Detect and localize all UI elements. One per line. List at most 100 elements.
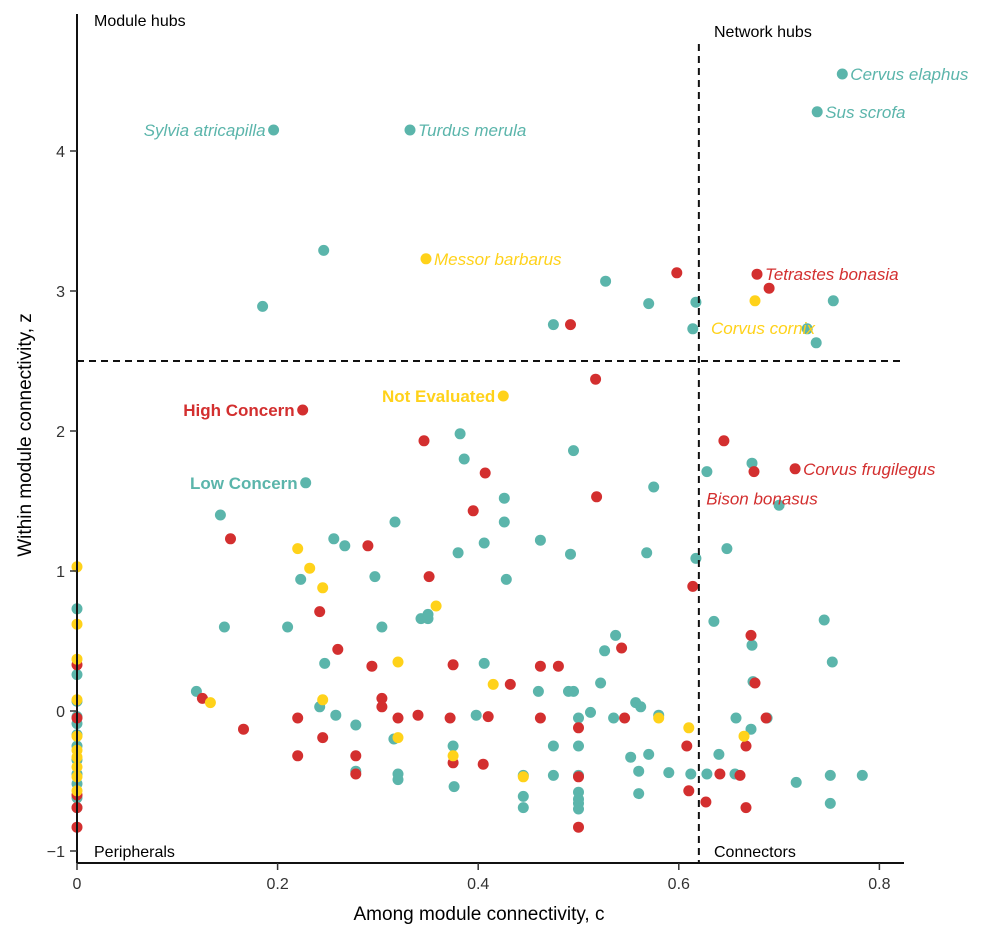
point-low-34 (282, 621, 294, 633)
point-high-32 (412, 709, 424, 721)
point-low-72 (713, 748, 725, 760)
point-high-28 (350, 750, 362, 762)
point-low-15 (452, 547, 464, 559)
point-low-59 (585, 706, 596, 718)
point-ne-2 (317, 582, 329, 594)
y-tick-label-3: 2 (56, 424, 65, 441)
point-low-89 (547, 769, 559, 781)
x-tick-label-0: 0 (73, 876, 82, 893)
point-high-47 (734, 769, 746, 781)
point-high-17 (504, 678, 516, 690)
chart-marks (71, 68, 868, 833)
point-high-1 (671, 267, 683, 279)
point-high-18 (534, 660, 546, 672)
point-high-13 (314, 606, 326, 618)
point-high-2 (763, 282, 775, 294)
point-high-26 (292, 750, 304, 762)
labeled-point-2 (836, 68, 848, 80)
point-low-49 (330, 709, 342, 721)
point-ne-5 (487, 678, 499, 690)
x-tick-label-3: 0.6 (668, 876, 690, 893)
point-high-21 (745, 629, 757, 641)
point-low-85 (448, 781, 460, 793)
point-high-30 (376, 701, 388, 713)
point-low-21 (641, 547, 653, 559)
point-low-78 (790, 776, 802, 788)
species-label-6: Corvus cornix (711, 319, 815, 338)
point-high-36 (573, 722, 584, 734)
point-low-66 (625, 751, 637, 763)
point-low-29 (328, 533, 340, 545)
labeled-point-6 (749, 295, 761, 307)
y-axis-title: Within module connectivity, z (15, 313, 36, 557)
point-low-65 (573, 740, 584, 752)
point-low-52 (447, 740, 459, 752)
y-tick-label-5: 4 (56, 144, 65, 161)
point-low-42 (319, 657, 331, 669)
point-high-11 (362, 540, 374, 552)
point-low-25 (773, 499, 785, 511)
y-tick-label-2: 1 (56, 564, 65, 581)
axes: 0 0.2 0.4 0.6 0.8 −1 0 1 2 3 4 (47, 14, 904, 893)
point-low-33 (218, 621, 230, 633)
point-high-45 (700, 796, 712, 808)
quadrant-label-connectors: Connectors (714, 844, 796, 861)
point-high-40 (740, 740, 752, 752)
point-high-14 (332, 643, 344, 655)
point-low-88 (517, 802, 529, 814)
point-low-41 (478, 657, 490, 669)
point-ne-4 (392, 656, 404, 668)
point-ne-0 (292, 543, 304, 555)
quadrant-label-peripherals: Peripherals (94, 844, 175, 861)
species-label-1: Turdus merula (418, 121, 526, 140)
legend-dot-ne (497, 390, 509, 402)
point-low-69 (663, 767, 675, 779)
species-label-0: Sylvia atricapilla (144, 121, 266, 140)
labeled-point-4 (420, 253, 432, 265)
point-low-56 (568, 685, 579, 697)
point-ne-10 (653, 712, 665, 724)
point-low-3 (600, 275, 612, 287)
point-low-87 (517, 790, 529, 802)
point-low-81 (856, 769, 868, 781)
point-low-64 (547, 740, 559, 752)
point-ne-11 (683, 722, 695, 734)
point-low-73 (730, 712, 742, 724)
point-low-27 (214, 509, 226, 521)
legend-label-ne: Not Evaluated (382, 387, 495, 406)
point-high-46 (714, 768, 726, 780)
quadrant-label-module-hubs: Module hubs (94, 13, 186, 30)
point-low-43 (708, 615, 720, 627)
point-low-23 (701, 466, 713, 478)
point-high-8 (718, 435, 730, 447)
point-low-57 (595, 677, 607, 689)
species-label-2: Cervus elaphus (850, 65, 969, 84)
point-high-48 (740, 802, 752, 814)
y-tick-label-0: −1 (47, 844, 65, 861)
annotations: Module hubs Network hubs Peripherals Con… (15, 13, 969, 925)
point-low-40 (599, 645, 611, 657)
point-low-0 (257, 300, 269, 312)
point-low-77 (745, 723, 757, 735)
legend-dot-low (300, 477, 312, 489)
y-tick-label-1: 0 (56, 704, 65, 721)
point-low-45 (826, 656, 838, 668)
point-ne-9 (447, 750, 459, 762)
point-ne-8 (392, 732, 404, 744)
point-high-20 (616, 642, 628, 654)
point-low-14 (478, 537, 490, 549)
point-low-79 (824, 769, 836, 781)
legend-label-high: High Concern (183, 401, 294, 420)
point-high-42 (477, 758, 489, 770)
point-low-12 (498, 492, 510, 504)
point-low-71 (701, 768, 713, 780)
point-low-62 (635, 701, 647, 713)
quadrant-label-network-hubs: Network hubs (714, 24, 812, 41)
point-low-53 (470, 709, 482, 721)
point-low-19 (565, 548, 576, 560)
point-low-46 (818, 614, 830, 626)
point-low-44 (746, 639, 758, 651)
labeled-point-5 (751, 268, 763, 280)
labeled-point-0 (268, 124, 280, 136)
point-low-24 (746, 457, 758, 469)
